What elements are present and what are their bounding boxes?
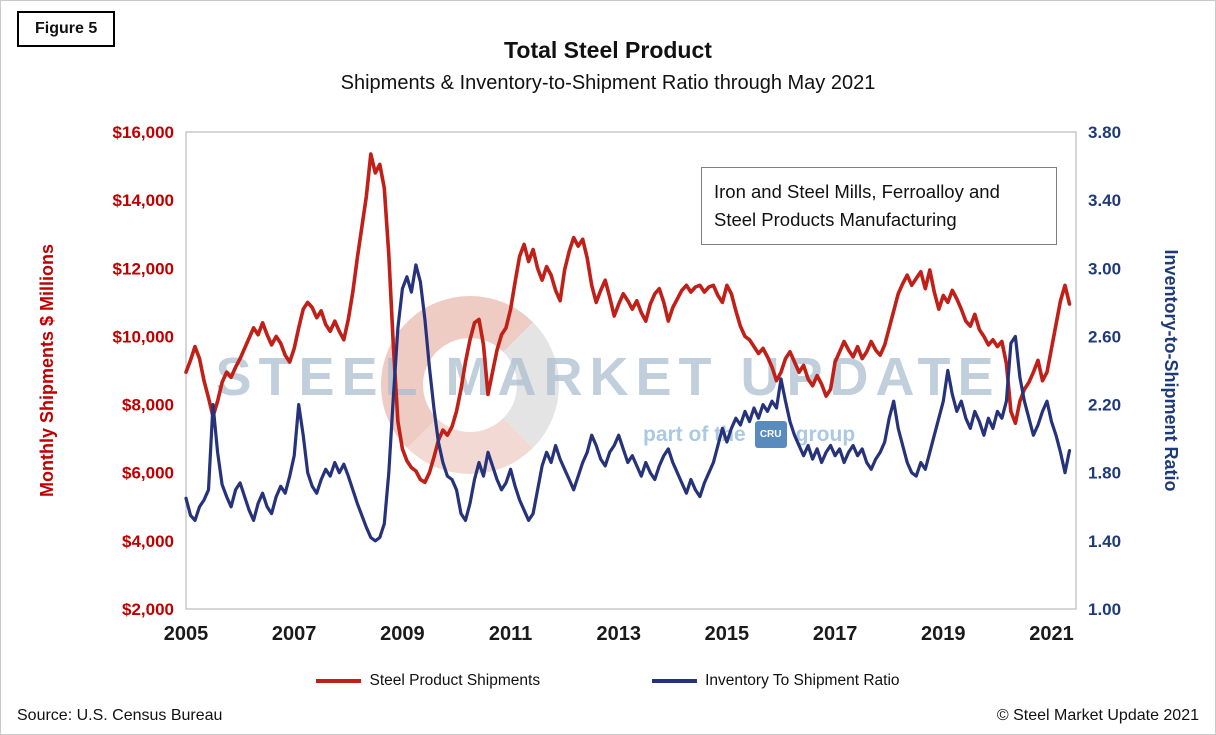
x-axis-tick-label: 2021 bbox=[1029, 623, 1074, 645]
left-axis-tick-label: $16,000 bbox=[113, 123, 174, 142]
left-axis-tick-label: $14,000 bbox=[113, 191, 174, 210]
right-axis-tick-label: 3.80 bbox=[1088, 123, 1121, 142]
x-axis-tick-label: 2005 bbox=[164, 623, 209, 645]
x-axis-tick-label: 2009 bbox=[380, 623, 425, 645]
left-axis-tick-label: $4,000 bbox=[122, 532, 174, 551]
chart-subtitle: Shipments & Inventory-to-Shipment Ratio … bbox=[340, 71, 876, 94]
chart-title: Total Steel Product bbox=[504, 37, 712, 63]
source-text: Source: U.S. Census Bureau bbox=[17, 707, 223, 724]
left-axis-tick-label: $10,000 bbox=[113, 327, 174, 346]
left-axis-tick-label: $12,000 bbox=[113, 259, 174, 278]
left-axis-tick-label: $8,000 bbox=[122, 396, 174, 415]
x-axis-tick-label: 2007 bbox=[272, 623, 317, 645]
left-axis-tick-label: $2,000 bbox=[122, 600, 174, 619]
legend-label-shipments: Steel Product Shipments bbox=[369, 672, 541, 689]
shipments-line-swatch bbox=[316, 679, 362, 683]
legend-label-ratio: Inventory To Shipment Ratio bbox=[705, 672, 900, 689]
right-axis-tick-label: 2.60 bbox=[1088, 327, 1121, 346]
right-axis-tick-label: 1.80 bbox=[1088, 464, 1121, 483]
ratio-line-swatch bbox=[652, 679, 698, 683]
right-axis-tick-label: 1.00 bbox=[1088, 600, 1121, 619]
left-axis-tick-label: $6,000 bbox=[122, 464, 174, 483]
x-axis-tick-label: 2019 bbox=[921, 623, 966, 645]
right-axis-tick-label: 1.40 bbox=[1088, 532, 1121, 551]
x-axis-tick-label: 2017 bbox=[813, 623, 858, 645]
figure-label: Figure 5 bbox=[17, 11, 116, 47]
x-axis-tick-label: 2013 bbox=[596, 623, 641, 645]
right-axis-tick-label: 3.00 bbox=[1088, 259, 1121, 278]
right-axis-title: Inventory-to-Shipment Ratio bbox=[1161, 250, 1181, 492]
copyright-text: © Steel Market Update 2021 bbox=[996, 707, 1199, 724]
right-axis-tick-label: 2.20 bbox=[1088, 396, 1121, 415]
x-axis-tick-label: 2015 bbox=[705, 623, 750, 645]
legend-item-shipments: Steel Product Shipments bbox=[316, 672, 540, 690]
legend-item-ratio: Inventory To Shipment Ratio bbox=[652, 672, 900, 690]
left-axis-title: Monthly Shipments $ Millions bbox=[37, 244, 57, 497]
right-axis-tick-label: 3.40 bbox=[1088, 191, 1121, 210]
legend: Steel Product Shipments Inventory To Shi… bbox=[1, 672, 1215, 690]
annotation-box: Iron and Steel Mills, Ferroalloy and Ste… bbox=[701, 167, 1057, 245]
series-line-1 bbox=[184, 263, 1072, 543]
title-block: Total Steel Product Shipments & Inventor… bbox=[1, 37, 1215, 95]
series-line-0 bbox=[184, 152, 1072, 485]
x-axis-tick-label: 2011 bbox=[489, 623, 532, 645]
